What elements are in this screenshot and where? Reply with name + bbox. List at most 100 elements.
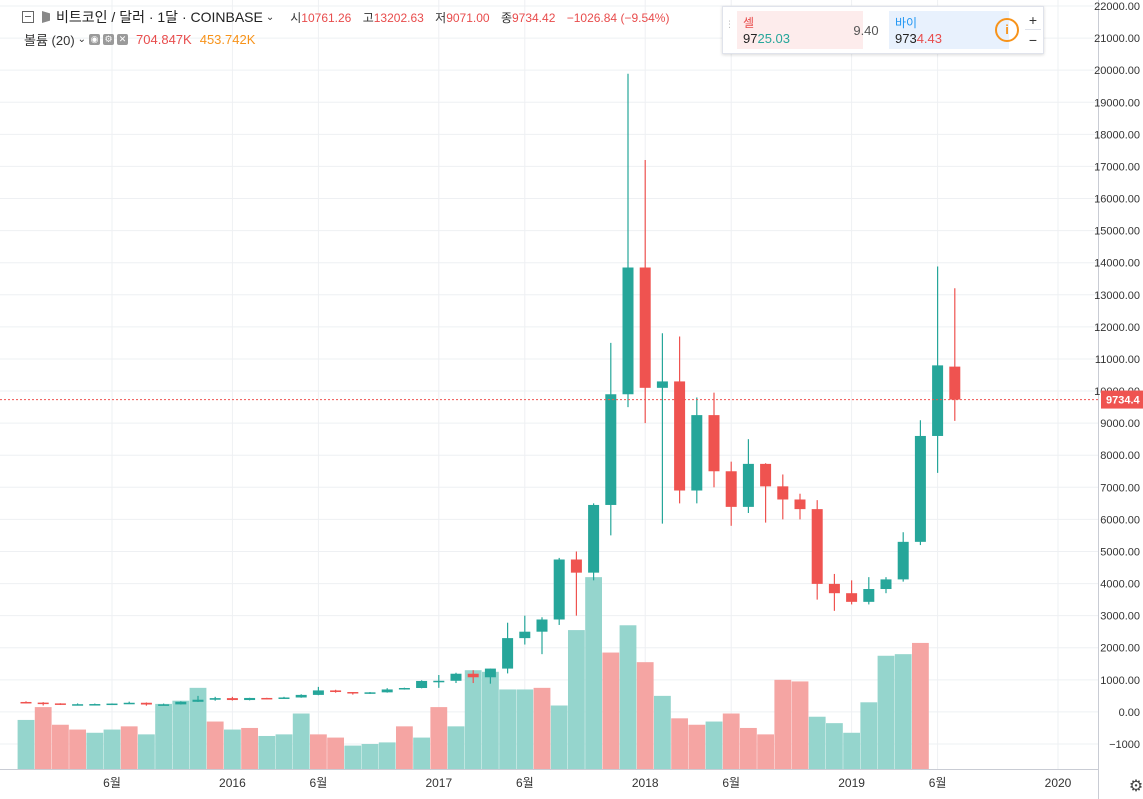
candle-body — [846, 593, 858, 602]
collapse-icon[interactable] — [22, 11, 34, 23]
volume-bar — [464, 670, 482, 769]
info-icon[interactable]: i — [995, 18, 1019, 42]
candle-body — [123, 702, 135, 705]
x-tick-label: 2020 — [1045, 776, 1072, 790]
volume-ma-value: 453.742K — [199, 31, 256, 47]
volume-bar — [52, 724, 69, 769]
volume-title[interactable]: 볼륨 (20) — [24, 32, 75, 48]
volume-bar — [327, 737, 344, 769]
candle-body — [811, 509, 823, 584]
volume-bar — [103, 729, 121, 769]
eye-icon[interactable]: ◉ — [89, 33, 101, 45]
volume-bar — [482, 671, 499, 769]
chevron-down-icon[interactable]: ⌄ — [77, 33, 87, 45]
volume-bar — [413, 737, 430, 769]
volume-bar — [860, 702, 878, 769]
volume-bar — [636, 662, 654, 769]
low-value: 9071.00 — [446, 10, 490, 25]
volume-bar — [189, 687, 207, 769]
volume-bar — [275, 734, 293, 769]
x-tick-label: 6월 — [722, 776, 740, 790]
x-tick-label: 6월 — [929, 776, 947, 790]
candle-body — [760, 463, 772, 487]
drag-handle-icon[interactable]: ⋮⋮ — [725, 19, 743, 29]
last-price-tag — [1101, 390, 1143, 409]
candle-body — [364, 692, 376, 694]
chart-legend: 비트코인 / 달러 · 1달 · COINBASE ⌄ 시10761.26 고1… — [8, 6, 677, 50]
close-label: 종 — [500, 10, 512, 25]
candle-body — [674, 381, 686, 491]
zoom-in-button[interactable]: + — [1025, 11, 1041, 30]
candle-body — [226, 698, 238, 701]
close-icon[interactable]: ✕ — [117, 33, 129, 45]
candle-body — [54, 703, 66, 705]
candle-body — [828, 583, 840, 594]
open-value: 10761.26 — [301, 10, 352, 25]
y-tick-label: 4000.00 — [1100, 579, 1140, 591]
candle-body — [209, 698, 221, 700]
y-tick-label: 11000.00 — [1095, 354, 1140, 366]
zoom-out-button[interactable]: − — [1028, 32, 1038, 48]
candle-body — [656, 381, 668, 388]
x-tick-label: 2016 — [219, 776, 246, 790]
candle-body — [484, 668, 496, 678]
y-tick-label: 9000.00 — [1100, 418, 1140, 430]
candle-body — [622, 267, 634, 395]
volume-bar — [774, 679, 792, 769]
volume-bar — [155, 703, 172, 769]
buy-button[interactable]: 바이 9734.43 — [889, 11, 1009, 49]
sell-price: 9725.03 — [743, 31, 791, 46]
volume-bar — [138, 734, 155, 769]
x-tick-label: 2018 — [632, 776, 659, 790]
volume-bar — [619, 625, 637, 769]
y-tick-label: 21000.00 — [1094, 33, 1140, 45]
chevron-down-icon[interactable]: ⌄ — [265, 11, 275, 23]
y-tick-label: 14000.00 — [1094, 258, 1140, 270]
volume-bar — [224, 729, 241, 769]
candle-body — [708, 415, 720, 472]
sell-button[interactable]: 셀 9725.03 — [737, 11, 863, 49]
volume-bar — [912, 642, 929, 769]
close-value: 9734.42 — [511, 10, 556, 25]
volume-bar — [826, 723, 843, 769]
candle-body — [932, 365, 944, 436]
y-tick-label: 3000.00 — [1100, 611, 1140, 623]
volume-bar — [172, 700, 190, 769]
candle-body — [570, 559, 582, 573]
buy-price: 9734.43 — [895, 31, 943, 46]
volume-bar — [791, 681, 809, 769]
symbol-title[interactable]: 비트코인 / 달러 · 1달 · COINBASE — [56, 9, 263, 25]
gear-icon[interactable]: ⚙ — [1129, 776, 1143, 795]
candle-body — [140, 702, 152, 705]
volume-bar — [877, 655, 895, 769]
candle-body — [467, 673, 479, 678]
last-price-label: 9734.4 — [1106, 395, 1141, 407]
candle-body — [295, 694, 307, 698]
volume-bar — [705, 721, 723, 769]
y-tick-label: 19000.00 — [1094, 97, 1140, 109]
volume-bar — [585, 577, 602, 769]
x-tick-label: 6월 — [103, 776, 121, 790]
candle-body — [794, 499, 806, 510]
candle-body — [536, 619, 548, 632]
volume-bar — [292, 713, 310, 769]
open-label: 시 — [290, 10, 302, 25]
candle-body — [588, 504, 600, 573]
volume-bar — [499, 689, 516, 769]
volume-bar — [843, 732, 860, 769]
settings-icon[interactable]: ⚙ — [103, 33, 115, 45]
spread-value: 9.40 — [853, 23, 879, 38]
y-tick-label: 7000.00 — [1100, 482, 1140, 494]
y-tick-label: 6000.00 — [1100, 514, 1140, 526]
y-tick-label: 16000.00 — [1094, 194, 1140, 206]
volume-bar — [120, 726, 138, 769]
volume-bar — [34, 707, 52, 769]
candle-body — [433, 680, 445, 683]
candle-body — [89, 704, 101, 706]
y-tick-label: 17000.00 — [1094, 161, 1140, 173]
candle-body — [914, 435, 926, 542]
volume-bar — [808, 716, 826, 769]
volume-bar — [894, 654, 912, 769]
candle-body — [725, 471, 737, 507]
